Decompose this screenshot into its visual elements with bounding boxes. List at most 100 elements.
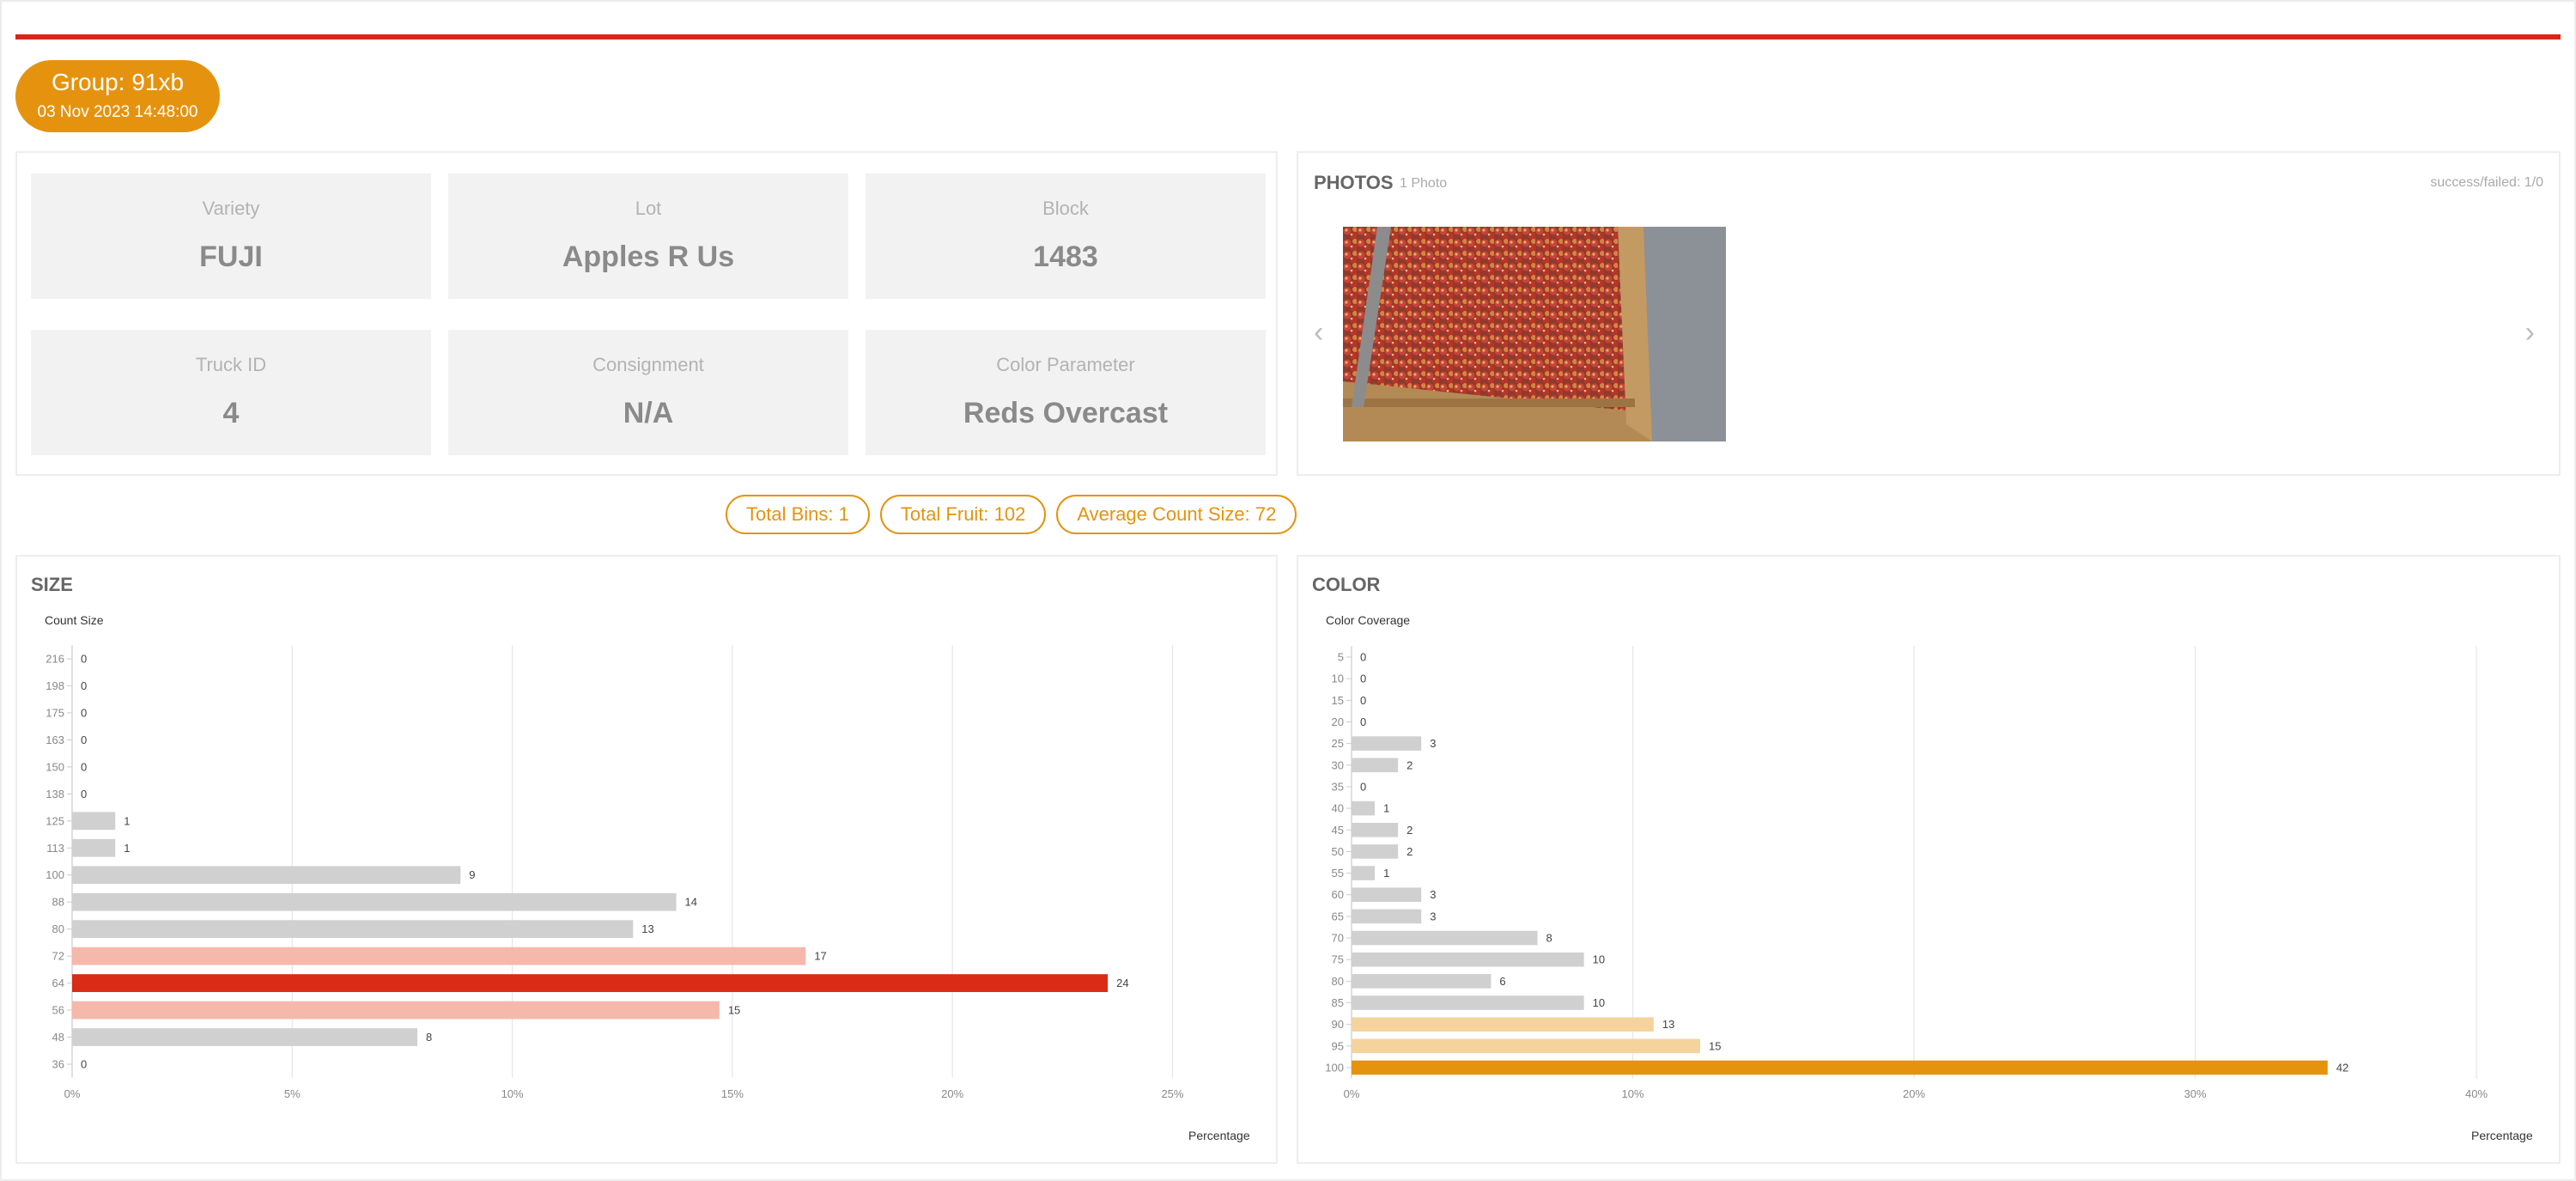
color-x-axis-title: Percentage (2471, 1129, 2533, 1142)
photos-panel: PHOTOS 1 Photo success/failed: 1/0 ‹ › (1297, 151, 2561, 476)
y-tick-label: 175 (46, 706, 64, 719)
photo-count: 1 Photo (1400, 176, 1448, 191)
bar-value-label: 3 (1430, 737, 1436, 750)
bar-value-label: 3 (1430, 910, 1436, 922)
bar-value-label: 9 (469, 868, 475, 881)
y-tick-label: 15 (1332, 694, 1344, 707)
summary-chips: Total Bins: 1 Total Fruit: 102 Average C… (726, 495, 1297, 534)
y-tick-label: 95 (1332, 1039, 1344, 1052)
size-panel: SIZE Count Size Percentage 0% 5% 10% 15% 20%… (15, 555, 1278, 1164)
bar (1352, 1017, 1654, 1032)
bar-value-label: 2 (1406, 758, 1413, 771)
chevron-right-icon[interactable]: › (2524, 316, 2535, 349)
bar (1352, 844, 1399, 859)
consignment-card: Consignment N/A (448, 330, 848, 455)
bar-value-label: 6 (1499, 975, 1505, 988)
bar (1352, 1060, 2328, 1075)
y-tick-label: 35 (1332, 780, 1344, 793)
group-name: Group: 91xb (51, 69, 185, 95)
bar (1352, 736, 1422, 751)
y-tick-label: 100 (1325, 1062, 1344, 1074)
x-tick-label: 5% (284, 1087, 301, 1100)
y-tick-label: 40 (1332, 802, 1344, 815)
average-count-size-chip[interactable]: Average Count Size: 72 (1056, 495, 1297, 534)
color-title: COLOR (1312, 574, 1381, 595)
bar-value-label: 1 (1383, 867, 1389, 880)
bar (1352, 822, 1399, 837)
bar (1352, 909, 1422, 924)
bar-value-label: 10 (1593, 996, 1605, 1009)
y-tick-label: 60 (1332, 888, 1344, 901)
bar (1352, 866, 1376, 880)
y-tick-label: 88 (52, 896, 64, 909)
y-tick-label: 198 (46, 679, 64, 692)
total-fruit-chip[interactable]: Total Fruit: 102 (879, 495, 1047, 534)
y-tick-label: 30 (1332, 758, 1344, 771)
color-parameter-card: Color Parameter Reds Overcast (866, 330, 1266, 455)
y-tick-label: 163 (46, 734, 64, 746)
y-tick-label: 80 (52, 922, 64, 935)
chevron-left-icon[interactable]: ‹ (1314, 316, 1324, 349)
variety-card: Variety FUJI (31, 173, 431, 299)
x-tick-label: 15% (721, 1087, 744, 1100)
total-bins-chip[interactable]: Total Bins: 1 (726, 495, 870, 534)
x-tick-label: 0% (1344, 1087, 1360, 1100)
card-label: Lot (635, 198, 662, 219)
bar-value-label: 1 (124, 814, 130, 827)
card-label: Variety (202, 198, 260, 219)
bar-value-label: 0 (81, 788, 87, 801)
bar-value-label: 15 (1709, 1039, 1721, 1052)
card-value: Apples R Us (562, 240, 735, 273)
bar-value-label: 1 (124, 842, 130, 855)
bar (72, 1028, 418, 1046)
x-tick-label: 20% (1903, 1087, 1925, 1100)
bar-value-label: 13 (1662, 1018, 1674, 1031)
bar-value-label: 0 (1360, 651, 1366, 664)
bar-value-label: 0 (81, 679, 87, 692)
bar-value-label: 10 (1593, 953, 1605, 966)
group-datetime: 03 Nov 2023 14:48:00 (37, 103, 198, 121)
bar (1352, 930, 1538, 946)
y-tick-label: 10 (1332, 673, 1344, 685)
bar-value-label: 24 (1116, 977, 1128, 989)
bar (1352, 952, 1584, 967)
y-tick-label: 50 (1332, 845, 1344, 858)
card-label: Truck ID (195, 354, 267, 375)
card-value: FUJI (199, 240, 263, 273)
bar (72, 892, 677, 911)
y-tick-label: 113 (46, 842, 64, 855)
bin-photo[interactable] (1343, 227, 1726, 441)
bar-value-label: 8 (426, 1031, 432, 1044)
card-value: Reds Overcast (963, 397, 1169, 429)
header-accent-bar (15, 34, 2561, 40)
bar-value-label: 0 (81, 653, 87, 666)
card-value: N/A (623, 397, 674, 429)
bar-value-label: 13 (641, 922, 653, 935)
lot-card: Lot Apples R Us (448, 173, 848, 299)
y-tick-label: 5 (1338, 651, 1344, 664)
bar (1352, 887, 1422, 903)
bar-value-label: 0 (81, 734, 87, 746)
group-badge: Group: 91xb 03 Nov 2023 14:48:00 (15, 60, 220, 132)
x-tick-label: 40% (2465, 1087, 2488, 1100)
bar (72, 812, 116, 831)
x-tick-label: 10% (1621, 1087, 1643, 1100)
bar-value-label: 2 (1406, 824, 1413, 837)
bar-value-label: 0 (1360, 673, 1366, 685)
bar-value-label: 0 (1360, 694, 1366, 707)
bar-value-label: 0 (81, 1058, 87, 1071)
size-y-axis-title: Count Size (45, 613, 104, 627)
color-y-axis-title: Color Coverage (1326, 613, 1411, 627)
y-tick-label: 36 (52, 1058, 64, 1071)
bar (72, 1001, 720, 1020)
bar (1352, 974, 1492, 989)
y-tick-label: 65 (1332, 910, 1344, 922)
bar (72, 920, 634, 939)
bar-value-label: 3 (1430, 888, 1436, 901)
x-tick-label: 30% (2184, 1087, 2206, 1100)
x-tick-label: 25% (1161, 1087, 1183, 1100)
y-tick-label: 90 (1332, 1018, 1344, 1031)
y-tick-label: 216 (46, 653, 64, 666)
bar (72, 866, 461, 885)
